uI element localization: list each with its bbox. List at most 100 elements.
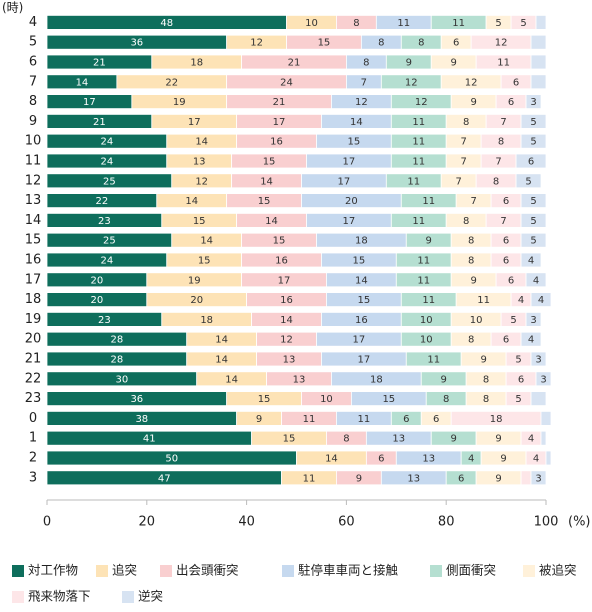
data-label: 3: [535, 473, 541, 484]
legend-label: 対工作物: [28, 563, 78, 578]
data-label: 16: [280, 295, 293, 306]
y-tick-label: 11: [25, 154, 42, 169]
data-label: 15: [318, 38, 331, 49]
data-label: 4: [468, 454, 474, 465]
data-label: 18: [190, 58, 203, 69]
data-label: 12: [250, 38, 263, 49]
legend-swatch: [122, 591, 134, 603]
data-label: 14: [195, 137, 208, 148]
data-label: 14: [280, 315, 293, 326]
legend-swatch: [96, 565, 108, 577]
data-label: 21: [93, 58, 106, 69]
data-label: 9: [500, 454, 506, 465]
data-label: 17: [343, 216, 356, 227]
y-tick-label: 20: [25, 332, 42, 347]
data-label: 36: [130, 38, 143, 49]
data-label: 15: [263, 157, 276, 168]
data-label: 3: [530, 97, 536, 108]
data-label: 6: [508, 97, 514, 108]
data-label: 47: [158, 473, 171, 484]
data-label: 9: [426, 236, 432, 247]
legend-swatch: [430, 565, 442, 577]
data-label: 6: [433, 414, 439, 425]
data-label: 9: [406, 58, 412, 69]
data-label: 36: [130, 394, 143, 405]
data-label: 7: [460, 137, 466, 148]
data-label: 4: [538, 295, 544, 306]
data-label: 7: [495, 157, 501, 168]
y-tick-label: 4: [29, 15, 37, 30]
data-label: 11: [477, 295, 490, 306]
bar-segment: [520, 252, 542, 268]
data-label: 11: [452, 18, 465, 29]
data-label: 30: [115, 374, 128, 385]
data-label: 14: [185, 196, 198, 207]
bar-segment: [530, 34, 547, 50]
y-tick-label: 6: [29, 55, 37, 70]
data-label: 38: [135, 414, 148, 425]
bar-segment: [525, 94, 542, 109]
y-tick-label: 3: [29, 470, 37, 485]
data-label: 3: [535, 355, 541, 366]
data-label: 17: [343, 157, 356, 168]
x-tick-label: 20: [139, 515, 156, 530]
data-label: 8: [463, 216, 469, 227]
data-label: 9: [256, 414, 262, 425]
x-tick-label: 60: [338, 515, 355, 530]
bar-segment: [515, 173, 542, 189]
data-label: 25: [103, 236, 116, 247]
data-label: 24: [280, 77, 293, 88]
data-label: 12: [415, 97, 428, 108]
y-tick-label: 13: [25, 193, 42, 208]
bar-segment: [520, 193, 547, 209]
data-label: 3: [530, 315, 536, 326]
data-label: 20: [345, 196, 358, 207]
data-label: 6: [458, 473, 464, 484]
data-label: 8: [378, 38, 384, 49]
data-label: 18: [490, 414, 503, 425]
y-tick-label: 7: [29, 74, 37, 89]
data-label: 8: [468, 335, 474, 346]
data-label: 6: [453, 38, 459, 49]
data-label: 24: [101, 256, 114, 267]
data-label: 11: [417, 256, 430, 267]
data-label: 13: [422, 454, 435, 465]
data-label: 16: [355, 315, 368, 326]
data-label: 10: [420, 335, 433, 346]
data-label: 7: [500, 216, 506, 227]
bar-segment: [530, 74, 547, 90]
data-label: 5: [525, 176, 531, 187]
data-label: 17: [278, 275, 291, 286]
data-label: 17: [83, 97, 96, 108]
data-label: 11: [412, 216, 425, 227]
data-label: 12: [195, 176, 208, 187]
legend-swatch: [12, 565, 24, 577]
data-label: 6: [503, 256, 509, 267]
y-tick-label: 19: [25, 312, 42, 327]
data-label: 6: [378, 454, 384, 465]
data-label: 23: [98, 315, 111, 326]
bar-segment: [540, 410, 552, 426]
data-label: 20: [190, 295, 203, 306]
data-label: 6: [508, 275, 514, 286]
data-label: 9: [441, 374, 447, 385]
legend-label: 側面衝突: [446, 563, 496, 578]
legend-swatch: [282, 565, 294, 577]
y-tick-label: 23: [25, 391, 42, 406]
y-tick-label: 2: [29, 451, 37, 466]
data-label: 12: [495, 38, 508, 49]
data-label: 17: [353, 335, 366, 346]
data-label: 4: [528, 434, 534, 445]
data-label: 16: [270, 137, 283, 148]
y-tick-label: 14: [25, 213, 42, 228]
data-label: 9: [495, 473, 501, 484]
y-tick-label: 10: [25, 134, 42, 149]
data-label: 12: [465, 77, 478, 88]
data-label: 9: [495, 434, 501, 445]
legend-swatch: [160, 565, 172, 577]
y-axis-label: (時): [2, 1, 23, 15]
y-tick-label: 1: [29, 431, 37, 446]
data-label: 8: [418, 38, 424, 49]
bar-segment: [520, 212, 547, 228]
bar-segment: [525, 272, 547, 288]
